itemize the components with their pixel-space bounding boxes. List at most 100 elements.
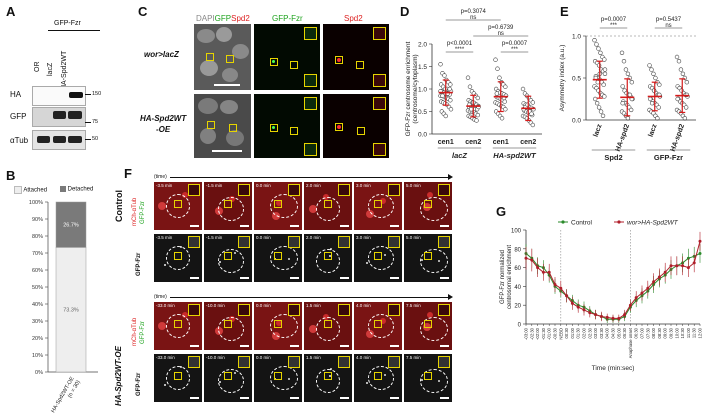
blot-group-header-line	[48, 30, 100, 31]
data-point	[495, 66, 500, 71]
roi-box	[424, 200, 432, 208]
blot-lane-label: lacZ	[47, 62, 54, 76]
p-value: p=0.6739	[488, 25, 514, 31]
x-tick-label: 03:00	[593, 327, 598, 338]
nucleus-blob	[197, 29, 215, 43]
panel-label-c: C	[138, 4, 148, 19]
data-point	[594, 100, 600, 106]
data-point	[443, 113, 448, 119]
c-header-dapi: DAPI	[196, 14, 215, 23]
roi-box	[270, 124, 278, 132]
blot-mw-marker: 150	[92, 91, 102, 97]
blot-mw-marker: 75	[92, 119, 99, 125]
channel-label: GFP-Fzr	[136, 372, 142, 396]
data-point	[440, 93, 445, 98]
roi-box	[174, 372, 182, 380]
roi-box	[335, 56, 343, 64]
scale-bar	[340, 277, 349, 279]
inset-box	[188, 184, 200, 196]
data-point	[625, 71, 631, 77]
nucleus-blob	[232, 44, 249, 59]
inset-box	[338, 356, 350, 368]
blot-mw-marker: 50	[92, 136, 99, 142]
scale-bar	[390, 277, 399, 279]
timestamp: 7.5 min	[406, 303, 421, 308]
inset-box	[438, 236, 450, 248]
cell-outline	[166, 194, 190, 218]
y-tick-label: 100	[511, 229, 522, 235]
cell-outline	[420, 249, 448, 273]
inset-box	[238, 184, 250, 196]
data-point	[680, 71, 686, 77]
data-point	[698, 239, 702, 243]
roi-box	[274, 252, 282, 260]
inset-box	[373, 74, 386, 87]
inset-box	[338, 304, 350, 316]
legend-label: Control	[571, 220, 593, 227]
c-header-gfp-part: GFP	[214, 14, 232, 23]
significance: ns	[665, 23, 671, 29]
p-value: p<0.0001	[447, 41, 473, 47]
x-tick-label: 08:30	[657, 327, 662, 338]
data-point	[503, 84, 508, 89]
micrograph-merge	[194, 94, 251, 158]
blot-band-strip	[32, 86, 86, 106]
inset-box	[338, 236, 350, 248]
centrosome-spot	[272, 60, 275, 63]
inset-box	[288, 356, 300, 368]
roi-box	[224, 252, 232, 260]
y-tick-label: 60%	[32, 268, 43, 274]
scale-bar	[240, 397, 249, 399]
x-tick-label: Anaphase onset	[628, 327, 633, 358]
cell-outline	[166, 246, 190, 270]
scale-bar	[440, 225, 449, 227]
data-point	[686, 266, 690, 270]
inset-box	[188, 356, 200, 368]
cell-outline	[166, 366, 190, 390]
data-point	[475, 95, 481, 101]
y-tick-label: 0.5	[572, 76, 581, 83]
x-tick-label: 08:00	[651, 327, 656, 338]
scale-bar	[240, 345, 249, 347]
scale-bar	[190, 397, 199, 399]
roi-box	[274, 200, 282, 208]
cell-blob	[158, 202, 166, 210]
data-point	[647, 96, 653, 102]
inset-box	[238, 356, 250, 368]
blot-group-header: GFP-Fzr	[54, 20, 81, 27]
data-point	[599, 314, 603, 318]
data-point	[596, 46, 601, 51]
inset-box	[388, 356, 400, 368]
cell-outline	[270, 314, 298, 338]
data-point	[598, 50, 603, 55]
data-point	[592, 37, 597, 43]
blot-band-strip	[32, 130, 86, 150]
timestamp: 0.0 min	[256, 355, 271, 360]
micrograph-spd2	[323, 24, 389, 90]
inset-box	[388, 184, 400, 196]
roi-box	[324, 200, 332, 208]
nucleus-blob	[200, 60, 218, 76]
timelapse-frame: 3.0 min	[354, 234, 402, 282]
data-point	[675, 96, 680, 102]
roi-box	[324, 372, 332, 380]
legend-marker	[617, 220, 621, 224]
scale-bar	[340, 225, 349, 227]
scale-bar	[390, 397, 399, 399]
cell-outline	[270, 366, 298, 390]
significance: ****	[455, 47, 465, 53]
scale-bar	[240, 225, 249, 227]
roi-box	[224, 372, 232, 380]
data-point	[605, 315, 609, 319]
timelapse-frame: 2.0 min	[304, 234, 352, 282]
p-value: p=0.3074	[461, 9, 487, 15]
y-tick-label: 90%	[32, 217, 43, 223]
data-point	[640, 291, 644, 295]
roi-box	[356, 61, 364, 69]
data-point	[683, 105, 689, 110]
x-tick-label: NEBD	[558, 328, 563, 340]
timestamp: 4.0 min	[356, 355, 371, 360]
c-row-label: -OE	[156, 125, 171, 134]
timelapse-frame: 4.0 min	[354, 302, 402, 350]
data-point	[570, 301, 574, 305]
